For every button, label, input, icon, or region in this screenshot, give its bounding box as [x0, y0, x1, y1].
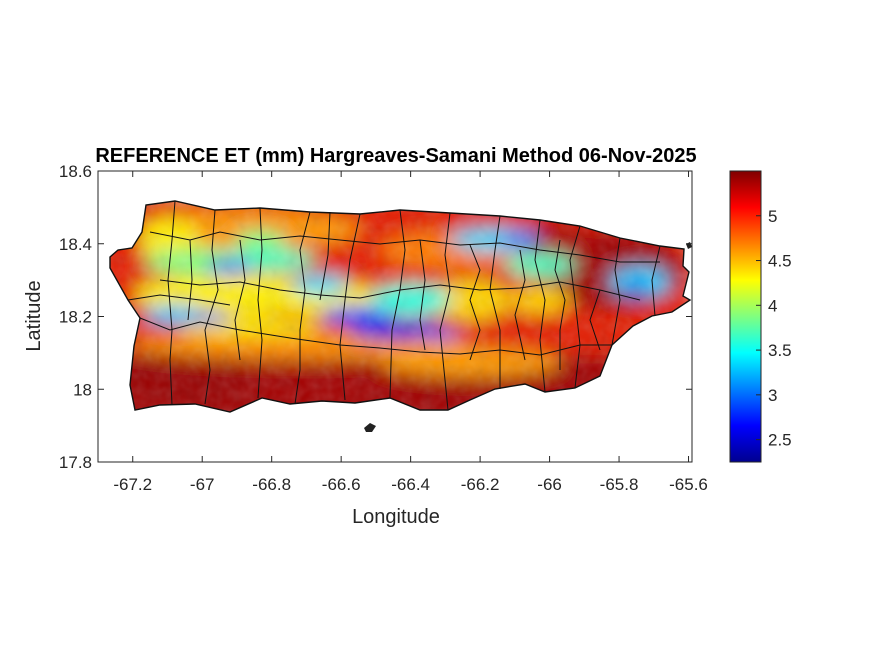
x-axis-ticks: -67.2 -67 -66.8 -66.6 -66.4 -66.2 -66 -65.8 -65.…: [113, 171, 708, 494]
x-tick-label: -66.2: [461, 475, 500, 494]
colorbar-ticks: 2.5 3 3.5 4 4.5 5: [756, 207, 792, 450]
colorbar: [729, 170, 762, 463]
y-tick-label: 18.6: [59, 162, 92, 181]
x-tick-label: -66.4: [391, 475, 430, 494]
y-tick-label: 18.2: [59, 308, 92, 327]
small-island-south: [364, 423, 376, 432]
colorbar-tick-label: 4.5: [768, 252, 792, 271]
y-tick-label: 18.4: [59, 235, 92, 254]
colorbar-tick-label: 3: [768, 386, 777, 405]
chart-title: REFERENCE ET (mm) Hargreaves-Samani Meth…: [95, 145, 696, 167]
y-tick-label: 18: [73, 380, 92, 399]
colorbar-tick-label: 2.5: [768, 431, 792, 450]
y-axis-ticks: 17.8 18 18.2 18.4 18.6: [59, 162, 692, 472]
x-tick-label: -66: [537, 475, 562, 494]
x-tick-label: -65.8: [600, 475, 639, 494]
x-tick-label: -67: [190, 475, 215, 494]
colorbar-tick-label: 4: [768, 296, 777, 315]
y-tick-label: 17.8: [59, 453, 92, 472]
x-tick-label: -65.6: [669, 475, 708, 494]
x-tick-label: -67.2: [113, 475, 152, 494]
x-axis-label: Longitude: [352, 506, 440, 528]
colorbar-tick-label: 3.5: [768, 341, 792, 360]
colorbar-tick-label: 5: [768, 207, 777, 226]
municipality-boundaries: [127, 200, 661, 411]
x-tick-label: -66.8: [252, 475, 291, 494]
y-axis-label: Latitude: [23, 280, 45, 351]
x-tick-label: -66.6: [322, 475, 361, 494]
